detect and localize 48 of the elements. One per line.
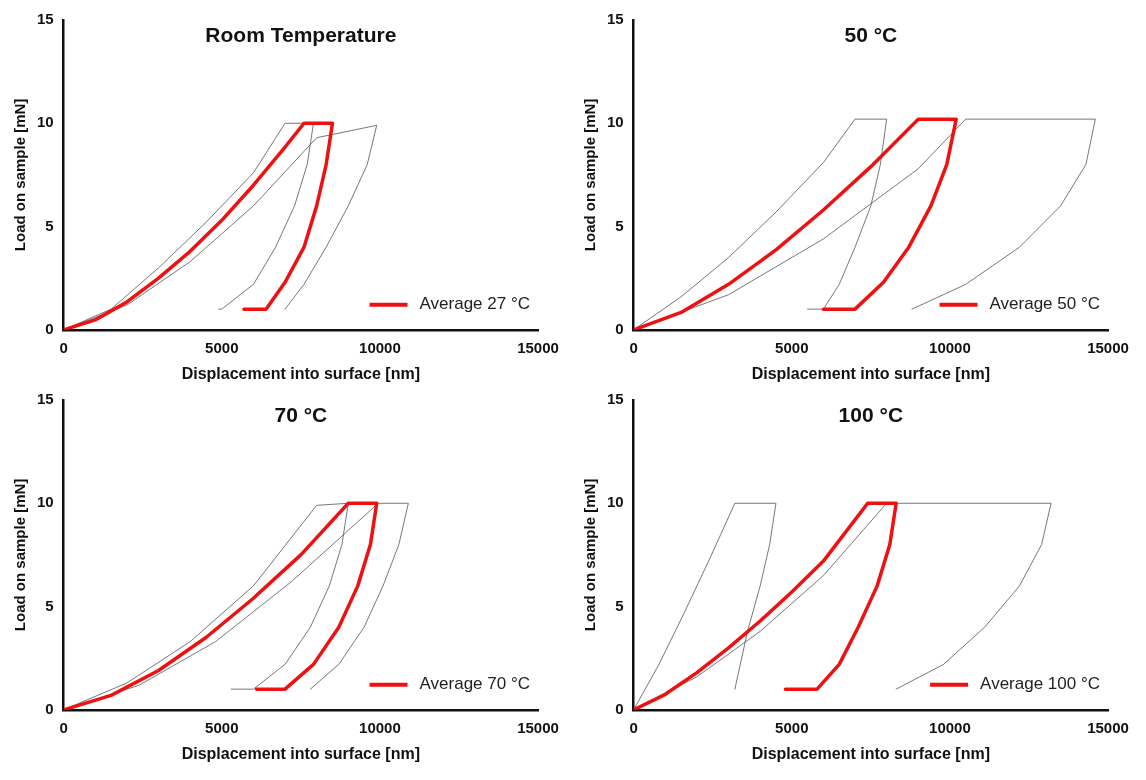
y-axis-title: Load on sample [mN] xyxy=(11,98,29,252)
chart-title: 100 °C xyxy=(838,403,904,427)
y-tick-label: 15 xyxy=(37,10,54,28)
y-tick-label: 5 xyxy=(615,216,624,234)
chart-title: 70 °C xyxy=(274,403,328,427)
x-tick-label: 0 xyxy=(59,718,68,736)
x-tick-label: 0 xyxy=(629,718,638,736)
x-tick-label: 15000 xyxy=(1087,718,1129,736)
x-axis-title: Displacement into surface [nm] xyxy=(181,744,420,762)
y-tick-label: 10 xyxy=(37,113,54,131)
x-tick-label: 5000 xyxy=(775,338,809,356)
legend-label: Average 27 °C xyxy=(419,294,531,314)
y-axis-title: Load on sample [mN] xyxy=(581,478,599,632)
y-tick-label: 10 xyxy=(607,493,624,511)
x-tick-label: 10000 xyxy=(929,718,971,736)
y-axis-title: Load on sample [mN] xyxy=(581,98,599,252)
x-tick-label: 5000 xyxy=(205,718,239,736)
x-tick-label: 10000 xyxy=(359,718,401,736)
x-tick-label: 5000 xyxy=(775,718,809,736)
y-tick-label: 5 xyxy=(45,216,54,234)
x-tick-label: 0 xyxy=(59,338,68,356)
chart-title: Room Temperature xyxy=(205,23,397,47)
y-tick-label: 5 xyxy=(615,596,624,614)
x-tick-label: 15000 xyxy=(1087,338,1129,356)
y-tick-label: 15 xyxy=(607,10,624,28)
y-tick-label: 10 xyxy=(607,113,624,131)
y-tick-label: 0 xyxy=(45,699,54,717)
y-tick-label: 15 xyxy=(37,390,54,408)
x-tick-label: 15000 xyxy=(517,718,559,736)
legend-label: Average 100 °C xyxy=(980,674,1101,694)
x-tick-label: 5000 xyxy=(205,338,239,356)
legend-label: Average 70 °C xyxy=(419,674,531,694)
x-axis-title: Displacement into surface [nm] xyxy=(751,744,990,762)
y-tick-label: 10 xyxy=(37,493,54,511)
y-tick-label: 5 xyxy=(45,596,54,614)
x-axis-title: Displacement into surface [nm] xyxy=(181,364,420,382)
y-tick-label: 0 xyxy=(615,699,624,717)
y-tick-label: 0 xyxy=(45,319,54,337)
x-tick-label: 10000 xyxy=(359,338,401,356)
x-tick-label: 15000 xyxy=(517,338,559,356)
x-tick-label: 10000 xyxy=(929,338,971,356)
legend-label: Average 50 °C xyxy=(989,294,1101,314)
x-axis-title: Displacement into surface [nm] xyxy=(751,364,990,382)
x-tick-label: 0 xyxy=(629,338,638,356)
chart-title: 50 °C xyxy=(844,23,898,47)
y-axis-title: Load on sample [mN] xyxy=(11,478,29,632)
y-tick-label: 15 xyxy=(607,390,624,408)
y-tick-label: 0 xyxy=(615,319,624,337)
